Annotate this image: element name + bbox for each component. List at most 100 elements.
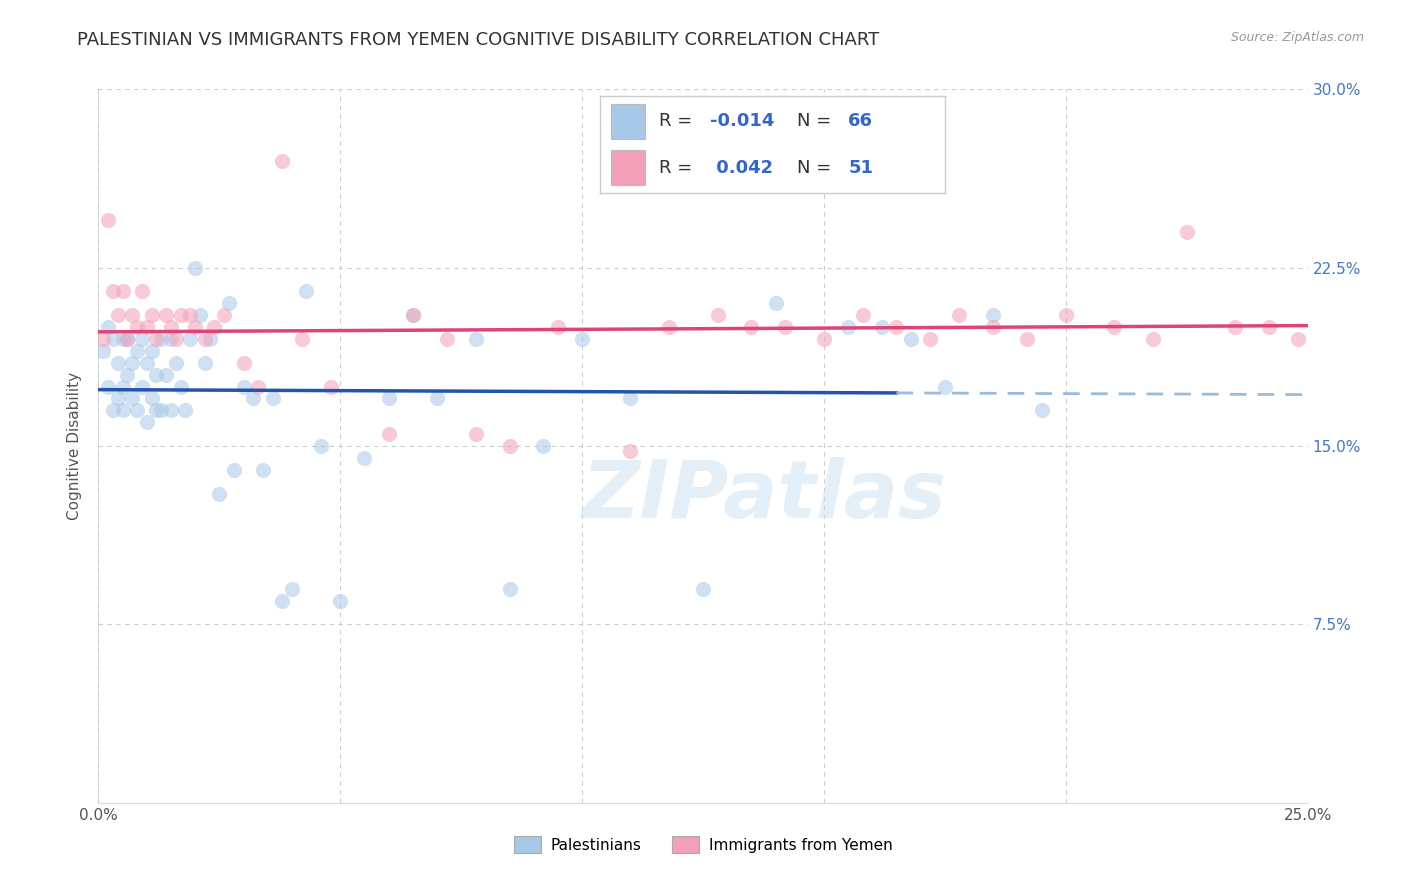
Point [531,439,554,453]
Point [97,379,120,393]
Point [97,320,120,334]
Point [155,308,177,322]
Point [127,320,149,334]
Point [426,392,449,406]
Point [127,343,149,358]
Point [247,379,270,393]
Point [179,308,201,322]
Point [765,296,787,310]
Point [97,213,120,227]
Point [813,332,835,346]
Point [204,320,226,334]
Point [377,392,399,406]
Point [920,332,942,346]
Point [1286,332,1309,346]
Point [107,308,129,322]
Point [271,153,294,168]
Point [131,379,153,393]
Point [121,356,143,370]
Point [184,320,207,334]
Point [107,392,129,406]
Point [188,308,211,322]
Point [252,463,274,477]
Point [179,332,201,346]
Y-axis label: Cognitive Disability: Cognitive Disability [67,372,83,520]
Point [169,379,191,393]
Point [464,332,486,346]
Text: Source: ZipAtlas.com: Source: ZipAtlas.com [1230,31,1364,45]
Point [262,392,284,406]
Point [1102,320,1125,334]
Point [101,403,124,417]
Point [1142,332,1164,346]
Point [309,439,332,453]
Point [692,582,714,596]
Point [117,332,139,346]
Point [165,332,187,346]
Point [1223,320,1246,334]
Point [160,332,183,346]
Point [290,332,312,346]
Point [141,308,163,322]
Point [464,427,486,442]
Point [169,308,191,322]
Point [740,320,762,334]
Point [160,403,183,417]
Point [117,368,139,382]
Point [135,320,157,334]
Point [160,320,183,334]
Point [131,332,153,346]
Legend: Palestinians, Immigrants from Yemen: Palestinians, Immigrants from Yemen [508,830,898,859]
Point [198,332,221,346]
Point [934,379,956,393]
Point [145,403,167,417]
Point [194,356,217,370]
Point [121,392,143,406]
Point [242,392,264,406]
Point [837,320,859,334]
Point [141,343,163,358]
Point [773,320,796,334]
Point [658,320,681,334]
Point [111,285,134,299]
Point [571,332,593,346]
Point [127,403,149,417]
Point [194,332,217,346]
Point [1015,332,1038,346]
Point [101,285,124,299]
Point [111,332,134,346]
Text: ZIPatlas: ZIPatlas [581,457,946,535]
Point [174,403,197,417]
Point [547,320,569,334]
Point [402,308,425,322]
Point [101,332,124,346]
Point [232,379,254,393]
Point [150,332,173,346]
Point [498,439,520,453]
Point [706,308,728,322]
Point [117,332,139,346]
Point [619,392,641,406]
Point [165,356,187,370]
Point [981,308,1004,322]
Point [619,443,641,458]
Point [212,308,235,322]
Point [377,427,399,442]
Point [900,332,922,346]
Point [271,593,294,607]
Point [135,415,157,429]
Point [436,332,458,346]
Point [1054,308,1077,322]
Point [135,356,157,370]
Point [281,582,304,596]
Point [353,450,375,465]
Point [319,379,342,393]
Point [121,308,143,322]
Point [1031,403,1053,417]
Point [91,332,114,346]
Point [111,379,134,393]
Point [329,593,352,607]
Point [141,392,163,406]
Point [1257,320,1279,334]
Point [208,486,231,500]
